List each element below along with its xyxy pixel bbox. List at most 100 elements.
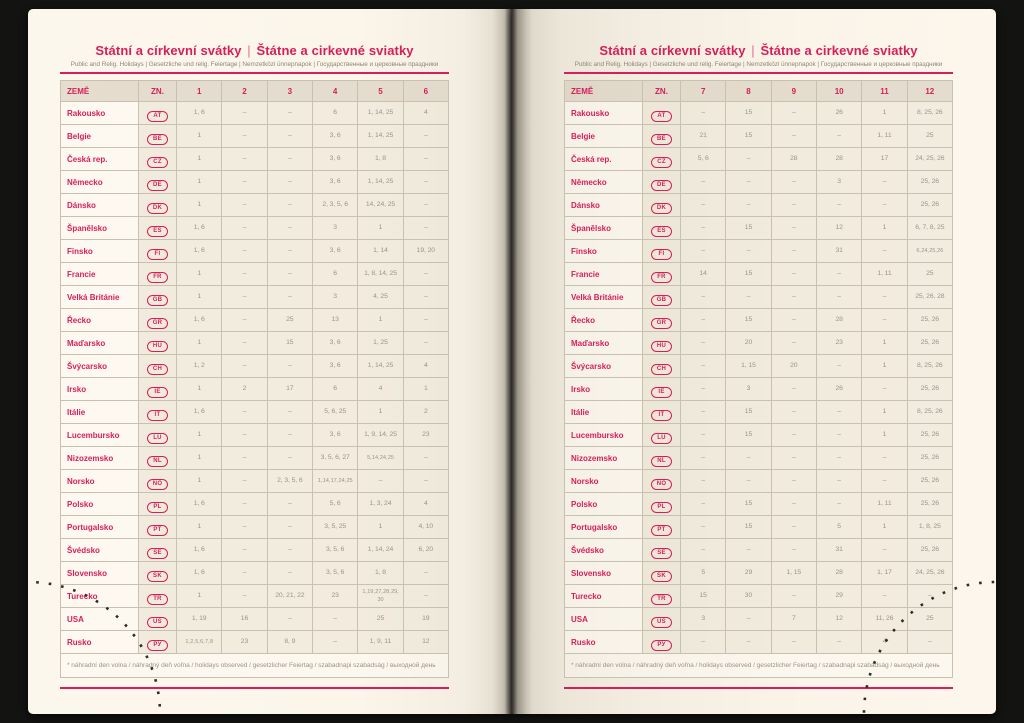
holiday-days-cell: – — [679, 630, 727, 654]
holiday-days-cell: 1, 9, 11 — [357, 630, 404, 654]
country-code-cell: SK — [138, 561, 177, 585]
title-slovak: Štátne a cirkevné sviatky — [760, 43, 918, 58]
country-name: Velká Británie — [60, 285, 139, 309]
holiday-days-cell: 3, 5, 6 — [311, 561, 359, 585]
country-code-badge: FR — [147, 272, 168, 283]
holiday-days-cell: – — [266, 561, 313, 585]
holiday-days-cell: – — [402, 469, 450, 493]
holiday-days-cell: 17 — [861, 147, 908, 171]
table-row: Francie FR 14 15– –1, 11 25 — [564, 262, 954, 286]
holiday-days-cell: – — [679, 423, 727, 447]
holiday-days-cell: 19 — [402, 607, 450, 631]
holiday-days-cell: 6, 20 — [402, 538, 450, 562]
country-code-cell: HU — [642, 331, 681, 355]
country-name: Francie — [60, 262, 139, 286]
holiday-days-cell: – — [402, 124, 450, 148]
country-code-badge: IT — [651, 410, 672, 421]
title-czech: Státní a církevní svátky — [599, 43, 746, 58]
country-code-cell: РУ — [642, 630, 681, 654]
holiday-days-cell: – — [679, 354, 727, 378]
holiday-days-cell: 12 — [815, 607, 863, 631]
country-code-badge: РУ — [651, 640, 672, 651]
country-code-cell: AT — [642, 101, 681, 125]
holiday-days-cell: – — [266, 101, 313, 125]
country-code-cell: US — [642, 607, 681, 631]
country-code-cell: NL — [138, 446, 177, 470]
holiday-days-cell: 3 — [815, 170, 863, 194]
holiday-days-cell: 4, 25 — [357, 285, 404, 309]
holiday-days-cell: – — [266, 170, 313, 194]
country-code-cell: GR — [642, 308, 681, 332]
holiday-days-cell: 1 — [175, 377, 223, 401]
country-name: Španělsko — [60, 216, 139, 240]
country-name: Lucembursko — [60, 423, 139, 447]
country-name: Finsko — [60, 239, 139, 263]
country-name: Portugalsko — [564, 515, 643, 539]
code-column-header: ZN. — [138, 80, 177, 102]
country-code-cell: HU — [138, 331, 177, 355]
holiday-days-cell: – — [266, 239, 313, 263]
holiday-days-cell: – — [679, 400, 727, 424]
holiday-days-cell: 23 — [402, 423, 450, 447]
holiday-days-cell: – — [770, 469, 817, 493]
country-code-badge: DK — [147, 203, 168, 214]
holiday-days-cell: – — [725, 239, 772, 263]
holiday-days-cell: 1, 8 — [357, 561, 404, 585]
table-row: Finsko FI 1, 6– –3, 6 1, 14 19, 20 — [60, 239, 450, 263]
country-code-badge: NO — [651, 479, 672, 490]
holiday-days-cell: – — [402, 308, 450, 332]
country-name: Dánsko — [60, 193, 139, 217]
holiday-days-cell: – — [266, 400, 313, 424]
country-name: Turecko — [564, 584, 643, 608]
holiday-days-cell: 1, 6 — [175, 101, 223, 125]
holidays-table-jan-jun: ZEMĚ ZN. 1 2 3 4 5 6 Rakousko AT 1, 6– –6 1,… — [60, 80, 450, 678]
month-column-header: 4 — [311, 80, 359, 102]
month-column-header: 7 — [679, 80, 727, 102]
holiday-days-cell: 20 — [770, 354, 817, 378]
holiday-days-cell: 2, 3, 5, 6 — [266, 469, 313, 493]
country-code-badge: IE — [651, 387, 672, 398]
holiday-days-cell: – — [679, 377, 727, 401]
table-row: Belgie BE 21 15– –1, 11 25 — [564, 124, 954, 148]
country-code-badge: BE — [651, 134, 672, 145]
holiday-days-cell: 26 — [815, 377, 863, 401]
holiday-days-cell: – — [679, 331, 727, 355]
holiday-days-cell: 1 — [175, 124, 223, 148]
month-column-header: 10 — [815, 80, 863, 102]
holiday-days-cell: – — [725, 607, 772, 631]
holiday-days-cell: – — [725, 147, 772, 171]
holiday-days-cell: 1, 11 — [861, 262, 908, 286]
holiday-days-cell: – — [402, 446, 450, 470]
holiday-days-cell: 28 — [815, 147, 863, 171]
country-name: Norsko — [60, 469, 139, 493]
country-code-cell: BE — [138, 124, 177, 148]
holiday-days-cell: 25, 26 — [906, 538, 954, 562]
holiday-days-cell: – — [861, 170, 908, 194]
table-row: Portugalsko PT –15–5 1 1, 8, 25 — [564, 515, 954, 539]
table-row: Španělsko ES –15–12 1 6, 7, 8, 25 — [564, 216, 954, 240]
holiday-days-cell: 6 — [311, 101, 359, 125]
holiday-days-cell: – — [770, 216, 817, 240]
holiday-days-cell: – — [357, 469, 404, 493]
holiday-days-cell: 26 — [815, 101, 863, 125]
country-code-badge: IE — [147, 387, 168, 398]
table-row: Irsko IE –3–26–25, 26 — [564, 377, 954, 401]
holiday-days-cell: 3 — [725, 377, 772, 401]
month-column-header: 2 — [221, 80, 268, 102]
country-name: Česká rep. — [60, 147, 139, 171]
country-code-badge: ES — [147, 226, 168, 237]
title-slovak: Štátne a cirkevné sviatky — [256, 43, 414, 58]
holiday-days-cell: 3, 6 — [311, 170, 359, 194]
holiday-days-cell: 21 — [679, 124, 727, 148]
country-code-badge: ES — [651, 226, 672, 237]
holiday-days-cell: 5, 6 — [679, 147, 727, 171]
holiday-days-cell: – — [402, 216, 450, 240]
holiday-days-cell: 1 — [357, 400, 404, 424]
table-row: Švýcarsko CH 1, 2– –3, 6 1, 14, 25 4 — [60, 354, 450, 378]
holiday-days-cell: 14 — [679, 262, 727, 286]
country-name: Polsko — [564, 492, 643, 516]
holiday-days-cell: – — [861, 239, 908, 263]
holiday-days-cell: – — [221, 469, 268, 493]
holiday-days-cell: 23 — [221, 630, 268, 654]
holiday-days-cell: 1, 3, 24 — [357, 492, 404, 516]
